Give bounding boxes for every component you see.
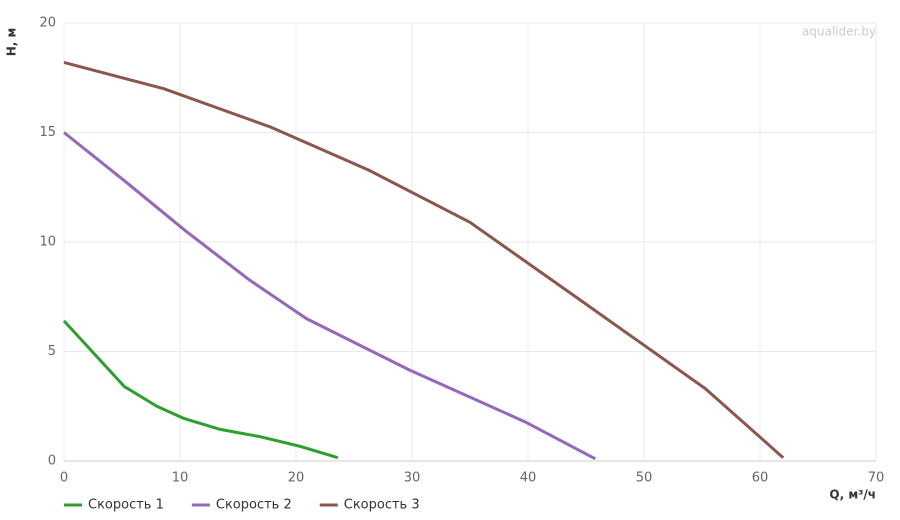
legend-label: Скорость 3	[344, 498, 420, 513]
y-tick-label: 15	[39, 125, 56, 140]
x-tick-label: 10	[172, 471, 189, 486]
line	[63, 60, 785, 459]
line	[62, 319, 339, 460]
x-tick-label: 40	[520, 471, 537, 486]
y-tick-label: 20	[39, 16, 56, 31]
x-tick-label: 20	[288, 471, 305, 486]
x-tick-label: 60	[752, 471, 769, 486]
legend-label: Скорость 2	[216, 498, 292, 513]
x-tick-label: 70	[868, 471, 885, 486]
x-tick-label: 30	[404, 471, 421, 486]
y-tick-label: 0	[48, 454, 56, 469]
x-tick-label: 0	[60, 471, 68, 486]
x-tick-label: 50	[636, 471, 653, 486]
line	[63, 131, 596, 461]
x-axis-label: Q, м³/ч	[829, 488, 876, 502]
y-tick-label: 5	[48, 344, 56, 359]
y-axis-label: H, м	[5, 28, 19, 57]
y-tick-label: 10	[39, 235, 56, 250]
watermark: aqualider.by	[802, 25, 876, 39]
legend-label: Скорость 1	[88, 498, 164, 513]
